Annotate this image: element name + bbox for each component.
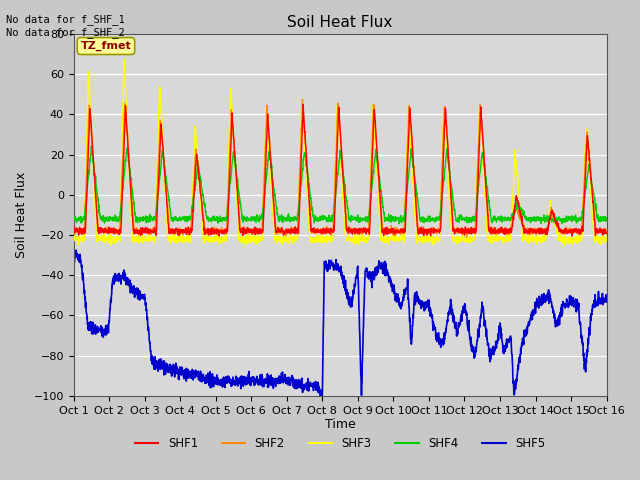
Legend: SHF1, SHF2, SHF3, SHF4, SHF5: SHF1, SHF2, SHF3, SHF4, SHF5 [130,432,550,455]
Y-axis label: Soil Heat Flux: Soil Heat Flux [15,172,28,258]
Text: No data for f_SHF_1
No data for f_SHF_2: No data for f_SHF_1 No data for f_SHF_2 [6,14,125,38]
Text: TZ_fmet: TZ_fmet [81,41,131,51]
X-axis label: Time: Time [324,419,355,432]
Title: Soil Heat Flux: Soil Heat Flux [287,15,393,30]
